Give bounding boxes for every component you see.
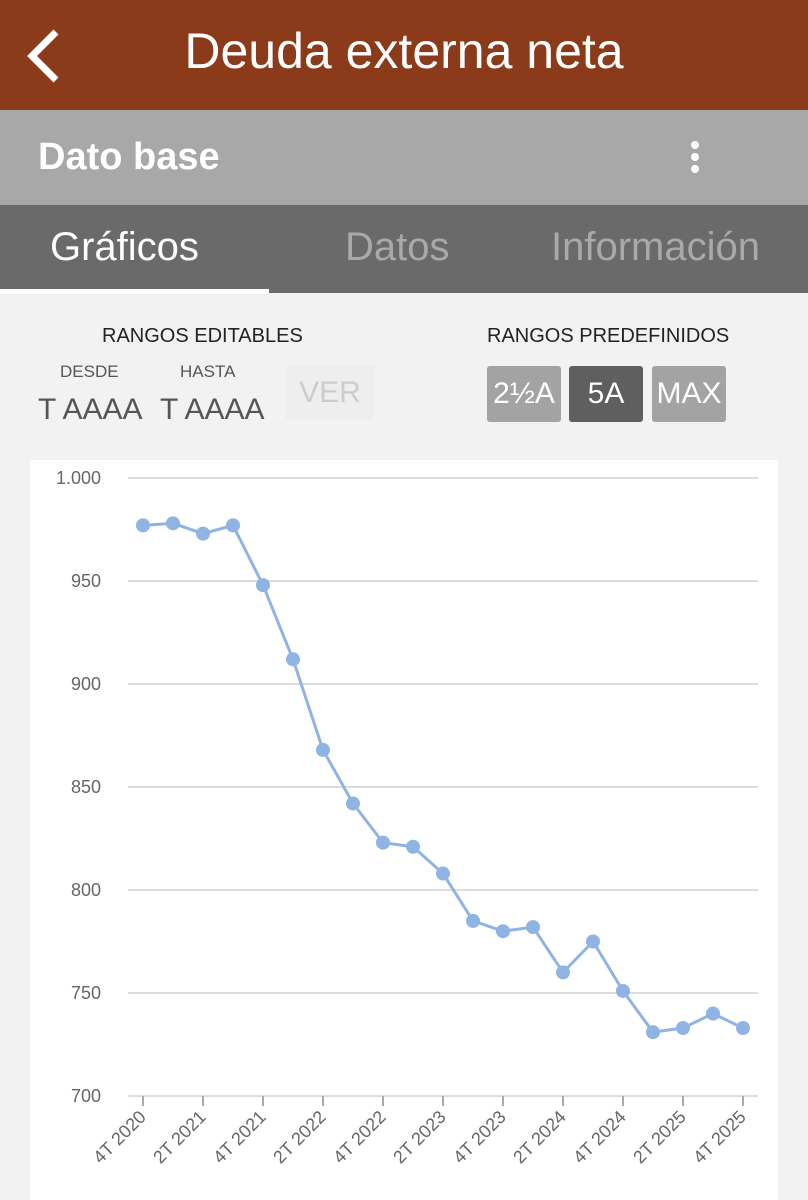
data-point — [136, 518, 150, 533]
ver-button[interactable]: VER — [286, 366, 374, 420]
data-point — [526, 920, 540, 935]
field-input[interactable]: T AAAA — [38, 393, 143, 426]
y-tick-label: 850 — [71, 777, 101, 797]
range-button[interactable]: 5A — [569, 366, 643, 422]
y-tick-label: 750 — [71, 983, 101, 1003]
section-label: RANGOS PREDEFINIDOS — [487, 325, 730, 347]
sub-bar — [0, 110, 808, 205]
data-point — [376, 835, 390, 850]
data-point — [466, 913, 480, 928]
data-point — [616, 983, 630, 998]
subheader-title: Dato base — [38, 136, 220, 178]
field-label: DESDE — [60, 362, 119, 381]
y-tick-label: 700 — [71, 1086, 101, 1106]
tab[interactable]: Datos — [345, 225, 450, 269]
data-point — [736, 1021, 750, 1036]
tab[interactable]: Información — [551, 225, 760, 269]
chart-panel — [30, 460, 778, 1200]
tab-indicator — [0, 289, 269, 294]
data-point — [286, 652, 300, 667]
data-point — [496, 924, 510, 939]
y-tick-label: 950 — [71, 571, 101, 591]
data-point — [316, 742, 330, 757]
field-label: HASTA — [180, 362, 236, 381]
data-point — [196, 526, 210, 541]
data-point — [706, 1006, 720, 1021]
menu-button[interactable] — [686, 140, 704, 176]
data-point — [586, 934, 600, 949]
data-point — [436, 866, 450, 881]
data-point — [406, 839, 420, 854]
app-bar: Deuda externa neta — [0, 0, 808, 110]
data-point — [256, 578, 270, 593]
data-point — [346, 796, 360, 811]
data-point — [646, 1025, 660, 1040]
data-point — [226, 518, 240, 533]
screen-title: Deuda externa neta — [184, 23, 624, 79]
y-tick-label: 900 — [71, 674, 101, 694]
data-point — [676, 1021, 690, 1036]
y-tick-label: 1.000 — [56, 468, 101, 488]
tab[interactable]: Gráficos — [50, 225, 199, 269]
tab-bar — [0, 205, 808, 293]
back-button[interactable] — [24, 28, 64, 84]
data-point — [556, 965, 570, 980]
field-input[interactable]: T AAAA — [160, 393, 265, 426]
range-button[interactable]: MAX — [652, 366, 726, 422]
range-button[interactable]: 2½A — [487, 366, 561, 422]
y-tick-label: 800 — [71, 880, 101, 900]
data-point — [166, 516, 180, 531]
section-label: RANGOS EDITABLES — [102, 325, 303, 347]
